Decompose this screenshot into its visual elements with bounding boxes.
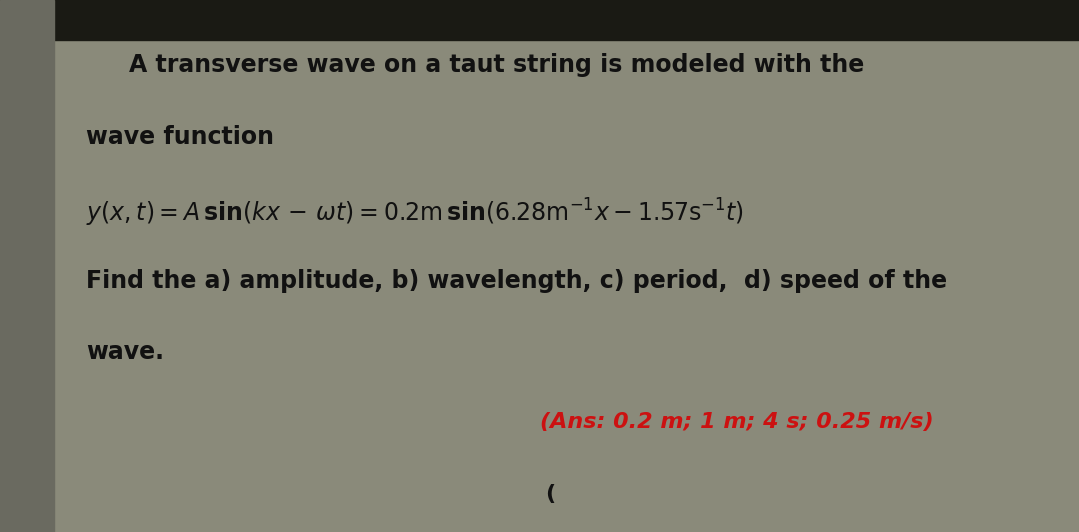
Text: A transverse wave on a taut string is modeled with the: A transverse wave on a taut string is mo… xyxy=(129,53,864,77)
Text: (Ans: 0.2 m; 1 m; 4 s; 0.25 m/s): (Ans: 0.2 m; 1 m; 4 s; 0.25 m/s) xyxy=(540,412,933,433)
Text: $y(x,t) = A\,\mathbf{sin}(kx\,-\,\omega t) = 0.2\mathrm{m}\,\mathbf{sin}(6.28\ma: $y(x,t) = A\,\mathbf{sin}(kx\,-\,\omega … xyxy=(86,197,745,229)
Text: Find the a) amplitude, b) wavelength, c) period,  d) speed of the: Find the a) amplitude, b) wavelength, c)… xyxy=(86,269,947,293)
Bar xyxy=(0,0,1079,40)
Text: wave.: wave. xyxy=(86,340,164,364)
Text: wave function: wave function xyxy=(86,125,274,149)
Text: (: ( xyxy=(545,484,555,504)
Bar xyxy=(0,0,54,532)
